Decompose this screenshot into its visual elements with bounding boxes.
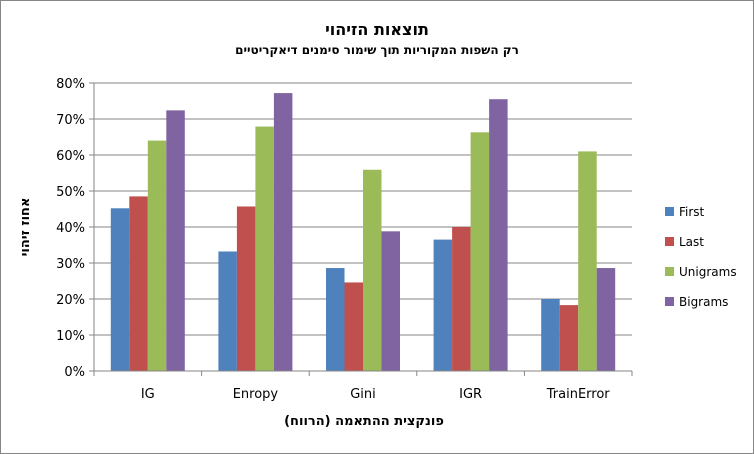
bar-last-ig [129, 196, 148, 371]
chart-subtitle: רק השפות המקוריות תוך שימור סימנים דיאקר… [235, 43, 519, 57]
chart-title: תוצאות הזיהוי [325, 20, 429, 39]
bar-unigrams-ig [147, 140, 167, 371]
y-axis-title: אחוז זיהוי [18, 198, 33, 257]
bar-bigrams-ig [166, 110, 185, 372]
bar-bigrams-trainerror [596, 268, 616, 371]
bar-first-gini [326, 268, 345, 371]
bar-first-trainerror [541, 299, 560, 371]
bar-unigrams-igr [470, 132, 490, 371]
y-tick-label: 20% [56, 293, 85, 308]
x-tick-label: Enropy [233, 387, 279, 402]
y-tick-label: 70% [56, 113, 85, 128]
y-tick-label: 10% [56, 329, 85, 344]
legend-swatch-last [665, 237, 674, 246]
x-tick-label: IG [141, 387, 155, 402]
bar-bigrams-enropy [273, 93, 293, 371]
bar-first-enropy [218, 251, 237, 371]
y-tick-label: 60% [56, 149, 85, 164]
legend: First Last Unigrams Bigrams [665, 205, 737, 309]
legend-label-unigrams: Unigrams [679, 265, 737, 279]
legend-label-first: First [679, 205, 705, 219]
x-tick-label: TrainError [546, 387, 611, 402]
x-tick-label: IGR [459, 387, 482, 402]
legend-label-bigrams: Bigrams [679, 295, 728, 309]
y-tick-label: 80% [56, 77, 85, 92]
bar-last-igr [452, 227, 471, 371]
bar-bigrams-igr [489, 99, 508, 371]
legend-swatch-first [665, 207, 674, 216]
x-tick-labels: IG Enropy Gini IGR TrainError [141, 387, 610, 402]
y-tick-label: 50% [56, 185, 85, 200]
x-axis-title: פונקצית ההתאמה (הרווח) [284, 414, 444, 429]
legend-swatch-bigrams [665, 297, 674, 306]
y-tick-label: 30% [56, 257, 85, 272]
bar-first-ig [110, 208, 130, 371]
bar-bigrams-gini [381, 231, 400, 371]
axes [89, 82, 633, 376]
legend-label-last: Last [679, 235, 704, 249]
bar-unigrams-trainerror [578, 151, 597, 371]
bar-last-trainerror [559, 305, 579, 371]
bar-last-gini [344, 282, 363, 371]
y-tick-label: 0% [64, 365, 85, 380]
bar-first-igr [433, 239, 453, 371]
bar-unigrams-enropy [255, 126, 274, 371]
bars [110, 93, 616, 372]
bar-unigrams-gini [363, 169, 382, 371]
y-tick-label: 40% [56, 221, 85, 236]
x-tick-label: Gini [350, 387, 376, 402]
y-tick-labels: 0% 10% 20% 30% 40% 50% 60% 70% 80% [56, 77, 85, 380]
bar-last-enropy [236, 206, 256, 371]
legend-swatch-unigrams [665, 267, 674, 276]
